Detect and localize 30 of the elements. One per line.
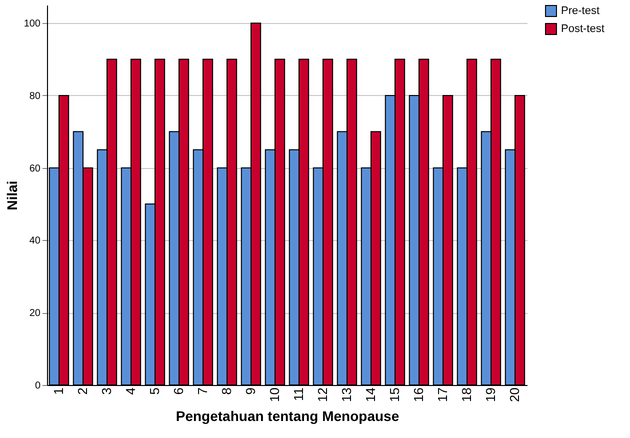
x-tick-label: 4 [123, 388, 138, 395]
x-tick-label: 17 [435, 388, 450, 402]
x-tick-label: 3 [99, 388, 114, 395]
x-tick-label: 12 [315, 388, 330, 402]
y-tick-label: 40 [29, 236, 41, 247]
x-tick-label: 11 [291, 388, 306, 401]
x-tick-label: 13 [339, 388, 354, 402]
x-tick-label: 8 [219, 388, 234, 395]
legend-label: Pre-test [561, 5, 600, 17]
y-tick-label: 20 [29, 308, 41, 320]
x-tick-label: 18 [459, 388, 474, 402]
x-tick-label: 7 [195, 388, 210, 395]
y-tick-label: 80 [29, 90, 41, 102]
y-tick-label: 100 [24, 18, 41, 30]
x-tick-label: 19 [483, 388, 498, 402]
x-tick-label: 20 [507, 388, 522, 402]
x-tick-label: 15 [387, 388, 402, 402]
x-tick-label: 6 [171, 388, 186, 395]
y-tick-label: 60 [29, 163, 41, 174]
legend-label: Post-test [561, 23, 604, 35]
x-tick-label: 10 [267, 388, 282, 402]
x-tick-label: 5 [147, 388, 162, 395]
x-tick-label: 2 [75, 388, 90, 395]
y-tick-label: 0 [34, 380, 41, 392]
x-axis-title: Pengetahuan tentang Menopause [176, 408, 400, 424]
x-tick-label: 1 [51, 388, 66, 395]
x-tick-label: 14 [363, 388, 378, 402]
y-axis-title: Nilai [4, 180, 20, 210]
x-tick-label: 16 [411, 388, 426, 402]
x-tick-label: 9 [243, 388, 258, 395]
